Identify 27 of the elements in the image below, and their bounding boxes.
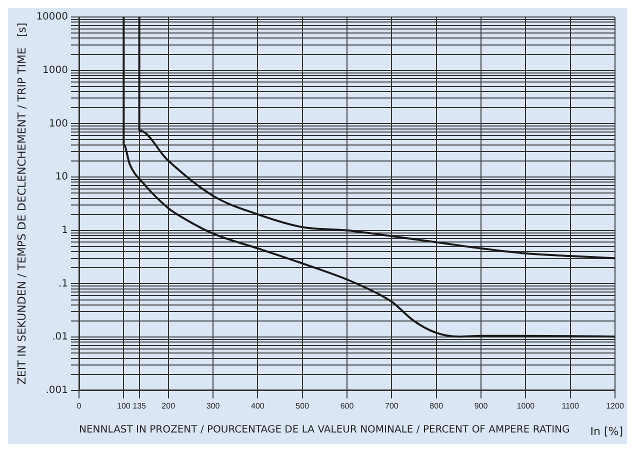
x-tick-label: 1000	[516, 401, 536, 410]
x-tick-label: 400	[250, 401, 265, 410]
y-tick-label: .001	[46, 384, 68, 396]
y-tick-label: 100	[48, 118, 68, 130]
x-tick-label: 600	[340, 401, 354, 410]
y-tick-label: .1	[58, 278, 68, 290]
y-tick-label: 10000	[36, 12, 68, 23]
text: In [%]	[590, 424, 623, 438]
x-tick-label: 700	[384, 401, 399, 410]
x-axis-title: NENNLAST IN PROZENT / POURCENTAGE DE LA VALEUR NOMINALE / PERCENT OF AMPERE RATING	[79, 424, 570, 436]
x-tick-label: 0	[76, 401, 82, 410]
x-tick-label: 800	[430, 401, 444, 410]
y-tick-label: .01	[52, 332, 68, 343]
y-tick-label: 1	[62, 224, 68, 236]
line-series	[122, 17, 615, 338]
y-axis-title: ZEIT IN SEKUNDEN / TEMPS DE DECLENCHEMENT / TRIP TIME [s]	[15, 22, 28, 385]
x-tick-label: 300	[206, 401, 220, 410]
x-tick-label: 500	[296, 401, 310, 410]
x-tick-label: 200	[162, 401, 176, 410]
x-tick-label: 1200	[606, 401, 624, 410]
y-tick-label: 10	[55, 172, 68, 183]
x-tick-label: 900	[474, 401, 488, 410]
x-tick-label: 1100	[562, 401, 580, 410]
line-series	[138, 17, 615, 260]
y-tick-label: 1000	[42, 64, 68, 76]
x-tick-label: 135	[132, 401, 147, 410]
x-tick-label: 100	[117, 401, 131, 410]
